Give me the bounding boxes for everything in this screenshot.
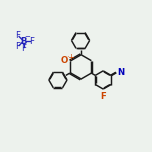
Text: F: F bbox=[16, 31, 21, 40]
Text: F: F bbox=[16, 42, 21, 51]
Text: −: − bbox=[24, 34, 30, 40]
Text: F: F bbox=[21, 44, 26, 53]
Text: O: O bbox=[60, 56, 68, 65]
Text: N: N bbox=[117, 68, 125, 77]
Text: B: B bbox=[20, 36, 27, 46]
Text: F: F bbox=[29, 36, 34, 46]
Text: ·+: ·+ bbox=[66, 53, 75, 62]
Text: F: F bbox=[100, 92, 106, 101]
